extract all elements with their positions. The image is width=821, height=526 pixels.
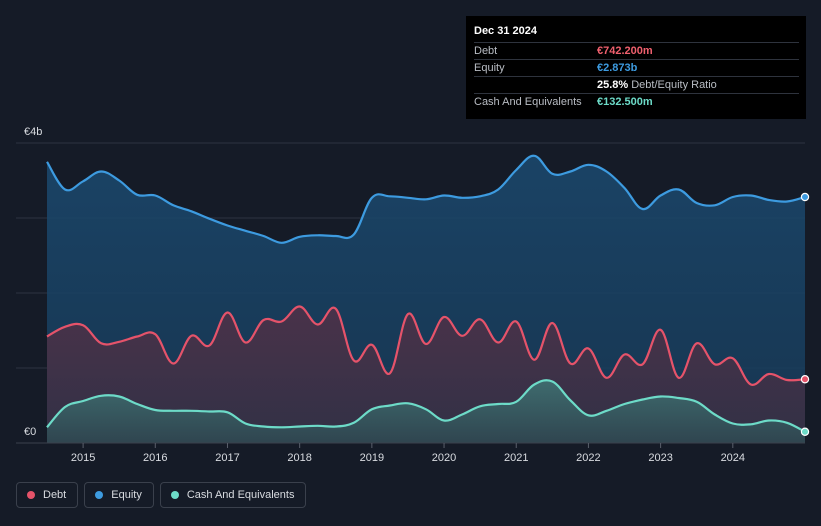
legend-item-cash[interactable]: Cash And Equivalents: [159, 482, 307, 508]
tooltip-row-ratio: 25.8% Debt/Equity Ratio: [474, 76, 799, 94]
tooltip-cash-label: Cash And Equivalents: [474, 96, 582, 108]
x-tick-label: 2017: [215, 452, 239, 464]
x-tick-label: 2023: [648, 452, 672, 464]
tooltip-ratio-group: 25.8% Debt/Equity Ratio: [597, 79, 717, 91]
legend-item-equity[interactable]: Equity: [84, 482, 154, 508]
debt-dot-icon: [27, 491, 35, 499]
chart-legend: Debt Equity Cash And Equivalents: [16, 482, 307, 510]
tooltip-ratio-value: 25.8%: [597, 79, 629, 91]
equity-end-point: [800, 192, 810, 202]
tooltip-cash-value: €132.500m: [597, 96, 653, 108]
x-tick-label: 2021: [504, 452, 528, 464]
tooltip-row-debt: Debt €742.200m: [474, 42, 799, 60]
x-tick-label: 2022: [576, 452, 600, 464]
tooltip-date: Dec 31 2024: [474, 25, 537, 37]
chart-tooltip: Dec 31 2024 Debt €742.200m Equity €2.873…: [466, 16, 806, 119]
tooltip-row-equity: Equity €2.873b: [474, 59, 799, 77]
tooltip-equity-label: Equity: [474, 62, 505, 74]
cash-dot-icon: [170, 491, 179, 499]
equity-dot-icon: [95, 491, 104, 499]
tooltip-debt-label: Debt: [474, 45, 498, 57]
x-tick-label: 2019: [360, 452, 384, 464]
x-tick-label: 2018: [287, 452, 311, 464]
tooltip-ratio-caption: Debt/Equity Ratio: [631, 79, 717, 91]
x-tick-label: 2015: [71, 452, 95, 464]
legend-item-debt[interactable]: Debt: [16, 482, 79, 508]
legend-equity-label: Equity: [111, 489, 142, 501]
cash-line: [46, 379, 806, 433]
tooltip-debt-value: €742.200m: [597, 45, 653, 57]
equity-line: [46, 154, 806, 244]
y-tick-label-top: €4b: [24, 126, 42, 138]
tooltip-equity-value: €2.873b: [597, 62, 638, 74]
x-tick-label: 2016: [143, 452, 167, 464]
y-tick-label-zero: €0: [24, 426, 36, 438]
debt-line: [46, 305, 806, 386]
tooltip-row-cash: Cash And Equivalents €132.500m: [474, 93, 799, 111]
cash-area: [47, 380, 805, 443]
legend-cash-label: Cash And Equivalents: [186, 489, 295, 501]
legend-debt-label: Debt: [43, 489, 67, 501]
x-tick-label: 2024: [721, 452, 745, 464]
debt-end-point: [800, 375, 810, 384]
cash-end-point: [800, 427, 810, 436]
x-tick-label: 2020: [432, 452, 456, 464]
